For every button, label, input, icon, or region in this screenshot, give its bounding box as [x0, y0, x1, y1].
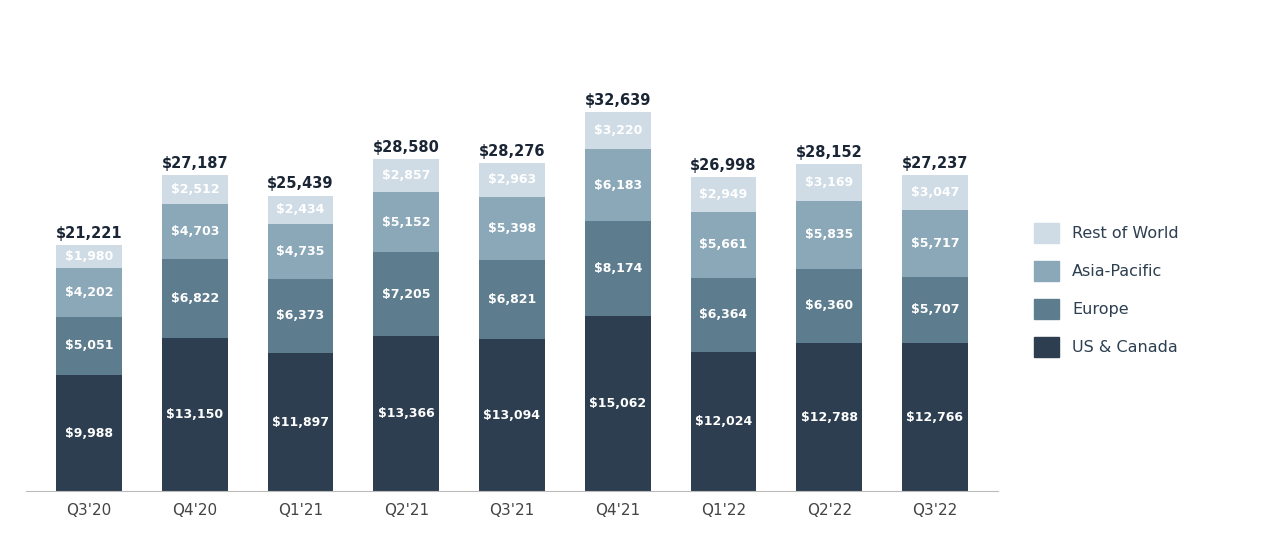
Text: $4,735: $4,735 [276, 245, 325, 258]
Text: $28,276: $28,276 [479, 144, 545, 158]
Text: $3,169: $3,169 [805, 176, 854, 189]
Bar [163, 259, 228, 339]
Text: $28,580: $28,580 [372, 140, 440, 155]
Bar [691, 212, 756, 277]
Bar [374, 252, 439, 336]
Text: $3,220: $3,220 [594, 124, 643, 137]
Bar [56, 268, 122, 317]
Bar [902, 175, 968, 210]
Text: $1,980: $1,980 [65, 250, 113, 263]
Text: $5,152: $5,152 [381, 216, 430, 229]
Bar [268, 195, 333, 224]
Bar [585, 149, 650, 221]
Bar [902, 210, 968, 277]
Text: $6,364: $6,364 [699, 308, 748, 321]
Text: $21,221: $21,221 [56, 225, 123, 241]
Text: $12,788: $12,788 [801, 411, 858, 424]
Bar [691, 177, 756, 212]
Bar [796, 164, 861, 201]
Bar [479, 260, 545, 339]
Text: $2,434: $2,434 [276, 203, 325, 216]
Text: $27,237: $27,237 [902, 156, 968, 170]
Text: $6,183: $6,183 [594, 179, 641, 192]
Bar [796, 201, 861, 269]
Text: $6,821: $6,821 [488, 293, 536, 306]
Text: $7,205: $7,205 [381, 288, 430, 300]
Bar [374, 159, 439, 192]
Text: $2,963: $2,963 [488, 173, 536, 186]
Bar [56, 375, 122, 491]
Text: $12,024: $12,024 [695, 415, 753, 428]
Text: $2,512: $2,512 [170, 183, 219, 197]
Text: $2,949: $2,949 [699, 188, 748, 201]
Text: $13,366: $13,366 [378, 407, 435, 420]
Bar [268, 224, 333, 279]
Bar [796, 269, 861, 343]
Text: $11,897: $11,897 [273, 416, 329, 429]
Bar [56, 245, 122, 268]
Text: $25,439: $25,439 [268, 176, 334, 192]
Text: $28,152: $28,152 [796, 145, 863, 160]
Bar [585, 221, 650, 316]
Bar [374, 192, 439, 252]
Text: $9,988: $9,988 [65, 427, 113, 440]
Text: $13,150: $13,150 [166, 408, 223, 422]
Text: $26,998: $26,998 [690, 158, 756, 174]
Text: $5,835: $5,835 [805, 228, 854, 241]
Text: $27,187: $27,187 [161, 156, 228, 171]
Text: $3,047: $3,047 [911, 186, 959, 199]
Bar [691, 352, 756, 491]
Text: $6,373: $6,373 [276, 310, 325, 323]
Text: $5,398: $5,398 [488, 222, 536, 235]
Legend: Rest of World, Asia-Pacific, Europe, US & Canada: Rest of World, Asia-Pacific, Europe, US … [1025, 215, 1187, 365]
Bar [585, 316, 650, 491]
Bar [56, 317, 122, 375]
Bar [479, 163, 545, 197]
Text: $32,639: $32,639 [585, 93, 652, 108]
Bar [163, 339, 228, 491]
Text: $4,202: $4,202 [65, 286, 114, 299]
Bar [163, 175, 228, 204]
Bar [268, 353, 333, 491]
Bar [163, 204, 228, 259]
Bar [268, 279, 333, 353]
Text: $2,857: $2,857 [381, 169, 430, 182]
Text: $8,174: $8,174 [594, 262, 643, 275]
Text: $6,360: $6,360 [805, 299, 854, 312]
Text: $13,094: $13,094 [484, 409, 540, 422]
Bar [902, 277, 968, 343]
Text: $15,062: $15,062 [589, 397, 646, 411]
Text: $5,717: $5,717 [910, 237, 959, 250]
Text: $5,661: $5,661 [699, 238, 748, 251]
Text: $4,703: $4,703 [170, 225, 219, 238]
Text: $12,766: $12,766 [906, 411, 964, 424]
Text: $6,822: $6,822 [170, 292, 219, 305]
Bar [796, 343, 861, 491]
Bar [479, 197, 545, 260]
Text: $5,051: $5,051 [65, 340, 114, 352]
Bar [902, 343, 968, 491]
Text: $5,707: $5,707 [910, 303, 959, 316]
Bar [374, 336, 439, 491]
Bar [585, 112, 650, 149]
Bar [691, 277, 756, 352]
Bar [479, 339, 545, 491]
